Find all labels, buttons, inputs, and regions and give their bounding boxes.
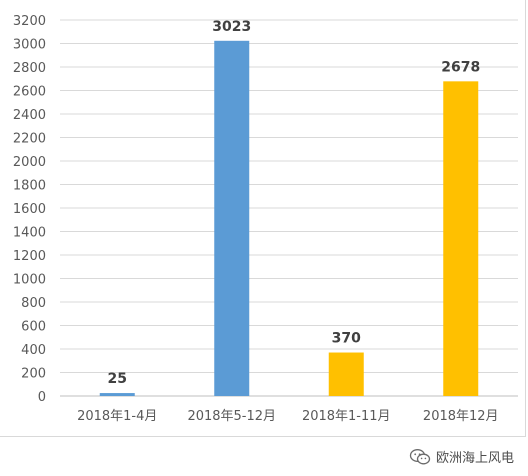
x-tick-label: 2018年5-12月 bbox=[187, 409, 276, 424]
bars bbox=[99, 40, 479, 397]
y-tick-label: 2000 bbox=[13, 155, 46, 170]
y-tick-label: 800 bbox=[21, 296, 46, 311]
y-tick-label: 200 bbox=[21, 367, 46, 382]
x-axis-tick-labels: 2018年1-4月 2018年5-12月 2018年1-11月 2018年12月 bbox=[77, 409, 498, 424]
y-tick-label: 600 bbox=[21, 320, 46, 335]
y-tick-label: 2800 bbox=[13, 61, 46, 76]
data-label: 25 bbox=[108, 371, 127, 387]
y-axis-tick-labels: 0 200 400 600 800 1000 1200 1400 1600 1800 2000 220… bbox=[13, 14, 46, 405]
y-tick-label: 3000 bbox=[13, 38, 46, 53]
bar bbox=[214, 40, 250, 397]
wechat-icon bbox=[409, 448, 431, 464]
watermark-text: 欧洲海上风电 bbox=[435, 451, 514, 466]
bar-chart: 0 200 400 600 800 1000 1200 1400 1600 1800 2000 220… bbox=[13, 14, 518, 424]
y-tick-label: 3200 bbox=[13, 14, 46, 29]
data-labels: 25 3023 370 2678 bbox=[108, 19, 481, 387]
y-tick-label: 0 bbox=[38, 390, 46, 405]
y-tick-label: 1800 bbox=[13, 179, 46, 194]
y-tick-label: 1400 bbox=[13, 226, 46, 241]
watermark: 欧洲海上风电 bbox=[409, 447, 514, 466]
y-tick-label: 1200 bbox=[13, 249, 46, 264]
data-label: 3023 bbox=[212, 19, 251, 35]
y-tick-label: 1000 bbox=[13, 273, 46, 288]
data-label: 370 bbox=[332, 331, 361, 347]
x-tick-label: 2018年12月 bbox=[423, 409, 499, 424]
bar bbox=[99, 393, 135, 396]
y-tick-label: 1600 bbox=[13, 202, 46, 217]
y-tick-label: 2600 bbox=[13, 85, 46, 100]
bar bbox=[443, 81, 479, 397]
bar bbox=[328, 352, 364, 396]
data-label: 2678 bbox=[441, 59, 480, 75]
y-tick-label: 2200 bbox=[13, 132, 46, 147]
y-tick-label: 2400 bbox=[13, 108, 46, 123]
chart-frame bbox=[0, 0, 526, 437]
gridlines bbox=[60, 19, 518, 397]
x-tick-label: 2018年1-4月 bbox=[77, 409, 157, 424]
x-tick-label: 2018年1-11月 bbox=[302, 409, 391, 424]
y-tick-label: 400 bbox=[21, 343, 46, 358]
